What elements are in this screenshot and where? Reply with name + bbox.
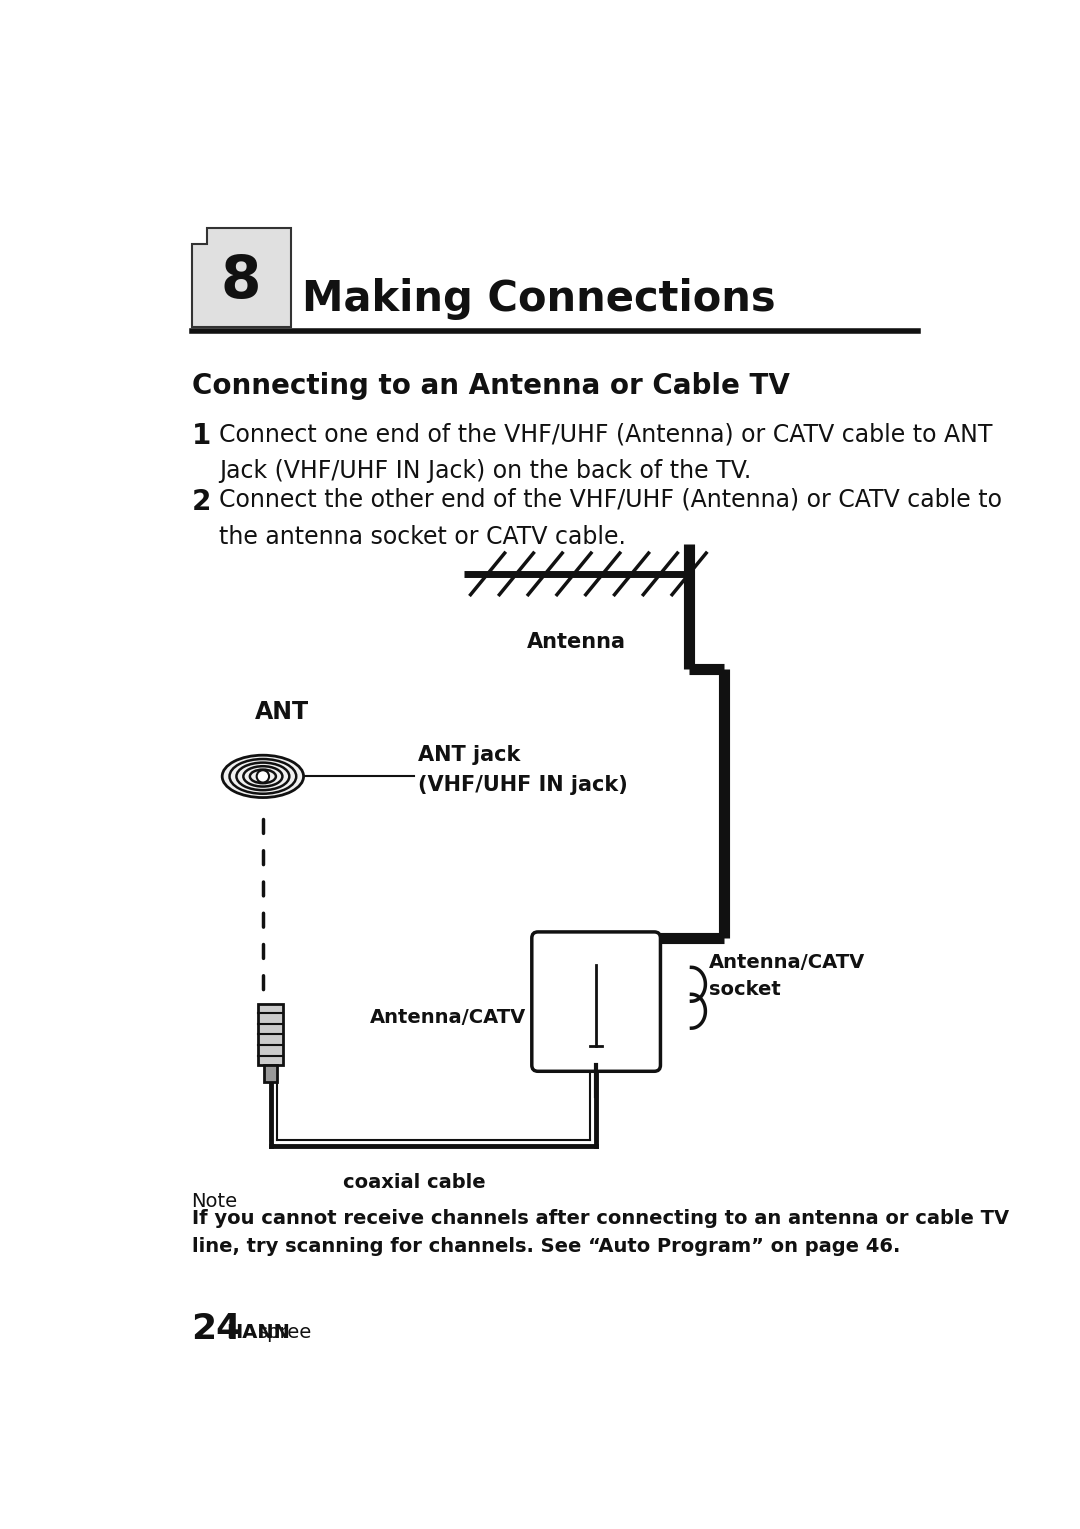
Text: Antenna: Antenna	[527, 631, 626, 651]
Text: 1: 1	[191, 422, 211, 450]
Text: Note: Note	[191, 1193, 238, 1211]
Text: 8: 8	[221, 252, 261, 310]
Text: Connect one end of the VHF/UHF (Antenna) or CATV cable to ANT
Jack (VHF/UHF IN J: Connect one end of the VHF/UHF (Antenna)…	[218, 422, 993, 483]
Text: spree: spree	[257, 1323, 312, 1342]
Text: Connect the other end of the VHF/UHF (Antenna) or CATV cable to
the antenna sock: Connect the other end of the VHF/UHF (An…	[218, 488, 1002, 549]
Text: Making Connections: Making Connections	[302, 278, 777, 320]
Text: Antenna/CATV
socket: Antenna/CATV socket	[708, 954, 865, 998]
Text: HANN: HANN	[227, 1323, 291, 1342]
Ellipse shape	[222, 755, 303, 798]
Text: 24: 24	[191, 1312, 242, 1346]
Text: Antenna/CATV: Antenna/CATV	[370, 1008, 526, 1026]
Text: If you cannot receive channels after connecting to an antenna or cable TV
line, : If you cannot receive channels after con…	[191, 1209, 1009, 1257]
Polygon shape	[191, 228, 291, 327]
Text: coaxial cable: coaxial cable	[342, 1173, 485, 1193]
Text: ANT: ANT	[255, 700, 309, 725]
Bar	[258, 1003, 283, 1066]
Bar	[265, 1066, 276, 1083]
Text: 2: 2	[191, 488, 211, 515]
Text: ANT jack
(VHF/UHF IN jack): ANT jack (VHF/UHF IN jack)	[418, 746, 627, 795]
Circle shape	[257, 771, 269, 783]
FancyBboxPatch shape	[531, 931, 661, 1072]
Text: Connecting to an Antenna or Cable TV: Connecting to an Antenna or Cable TV	[191, 372, 789, 401]
